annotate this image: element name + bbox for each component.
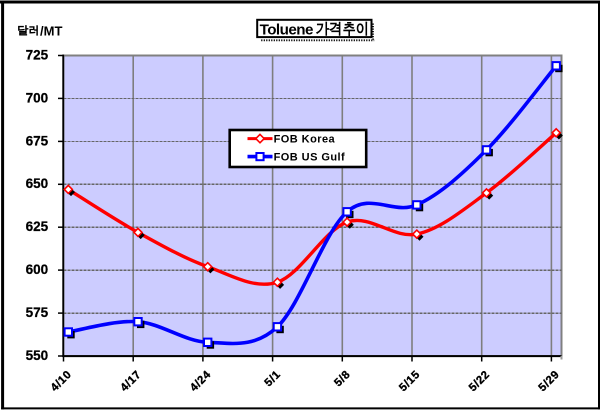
svg-text:FOB Korea: FOB Korea <box>274 133 336 145</box>
svg-text:600: 600 <box>26 262 49 277</box>
svg-text:/MT: /MT <box>40 24 62 39</box>
svg-text:650: 650 <box>26 176 49 191</box>
svg-text:725: 725 <box>26 47 49 62</box>
svg-text:700: 700 <box>26 90 49 105</box>
svg-text:625: 625 <box>26 219 49 234</box>
svg-text:Toluene: Toluene <box>260 21 313 38</box>
svg-text:675: 675 <box>26 133 49 148</box>
svg-text:575: 575 <box>26 305 49 320</box>
svg-text:FOB US Gulf: FOB US Gulf <box>274 151 346 163</box>
svg-text:550: 550 <box>26 348 49 363</box>
